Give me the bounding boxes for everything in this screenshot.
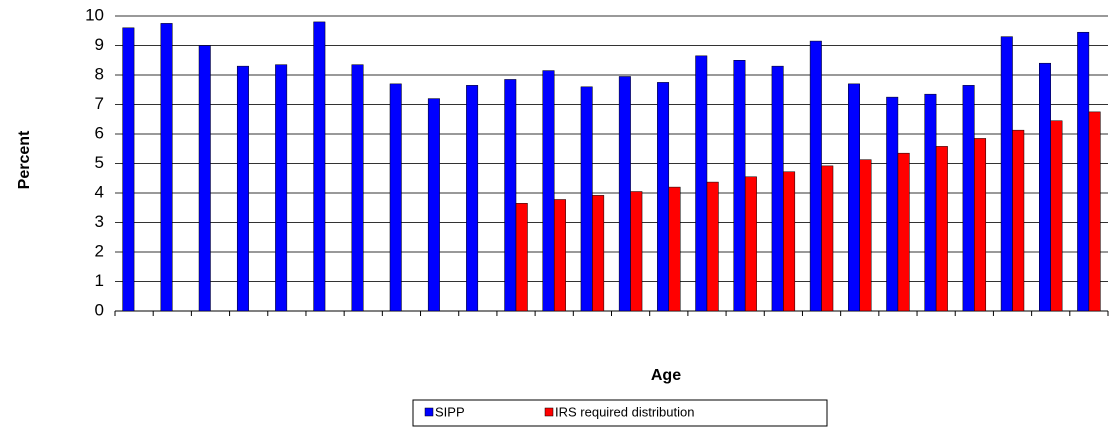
bar	[236, 65, 249, 312]
y-tick-label: 4	[95, 182, 104, 201]
bar	[744, 176, 757, 312]
bar	[160, 23, 173, 312]
bar	[351, 64, 364, 312]
bar	[313, 21, 326, 312]
bar	[783, 171, 796, 312]
bar	[427, 98, 440, 312]
y-tick-label: 9	[95, 35, 104, 54]
bar	[630, 191, 643, 312]
bar	[974, 138, 987, 312]
bar	[962, 85, 975, 312]
bar	[733, 60, 746, 312]
bar	[897, 152, 910, 312]
bar	[1000, 36, 1013, 312]
bar	[618, 76, 631, 312]
legend-label: IRS required distribution	[555, 404, 694, 419]
bar	[122, 27, 135, 312]
bar	[515, 203, 528, 312]
bar	[592, 195, 605, 312]
y-tick-label: 0	[95, 300, 104, 319]
bar	[580, 86, 593, 312]
bar	[275, 64, 288, 312]
bar	[657, 82, 670, 312]
bar	[553, 199, 566, 312]
bar	[1039, 62, 1051, 312]
bar	[389, 83, 402, 312]
legend-label: SIPP	[435, 404, 465, 419]
bar	[935, 146, 948, 312]
y-tick-label: 3	[95, 212, 104, 231]
y-tick-label: 1	[95, 271, 104, 290]
bar	[1088, 111, 1101, 312]
y-tick-label: 10	[85, 5, 104, 24]
bar	[542, 70, 555, 312]
y-tick-label: 7	[95, 94, 104, 113]
y-tick-label: 6	[95, 123, 104, 142]
bar	[504, 79, 517, 312]
y-tick-label: 8	[95, 64, 104, 83]
y-tick-label: 2	[95, 241, 104, 260]
bar	[198, 45, 211, 312]
bar	[1077, 31, 1090, 312]
bar	[771, 65, 784, 312]
bar	[466, 85, 479, 312]
y-axis-label: Percent	[16, 130, 33, 189]
bar	[924, 93, 937, 312]
bar	[859, 159, 872, 312]
bar	[1050, 120, 1063, 312]
bar	[706, 181, 719, 312]
legend-swatch	[424, 407, 434, 417]
legend-box	[412, 399, 828, 427]
bar	[809, 40, 822, 312]
bar	[886, 96, 899, 312]
bar	[695, 55, 708, 312]
bar	[821, 165, 834, 312]
y-tick-label: 5	[95, 153, 104, 172]
bar	[1012, 129, 1025, 312]
legend-swatch	[544, 407, 554, 417]
bar	[848, 83, 860, 312]
bar	[668, 186, 681, 312]
x-axis-label: Age	[651, 367, 681, 384]
